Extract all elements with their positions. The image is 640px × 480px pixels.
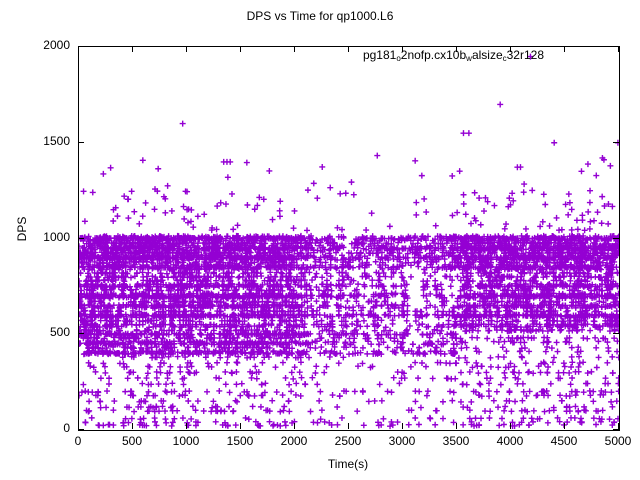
x-axis-tick xyxy=(618,423,619,429)
y-axis-tick-right xyxy=(613,142,619,143)
marker-group xyxy=(79,53,619,430)
x-axis-tick-top xyxy=(456,46,457,52)
y-axis-tick-label: 2000 xyxy=(43,38,70,52)
x-axis-tick-label: 1500 xyxy=(226,434,254,448)
x-axis-tick xyxy=(402,423,403,429)
x-axis-tick xyxy=(240,423,241,429)
y-axis-tick-right xyxy=(613,238,619,239)
x-axis-tick-top xyxy=(186,46,187,52)
y-axis-tick xyxy=(78,238,84,239)
x-axis-tick-top xyxy=(348,46,349,52)
x-axis-tick-label: 5000 xyxy=(604,434,632,448)
x-axis-tick-top xyxy=(402,46,403,52)
x-axis-tick xyxy=(132,423,133,429)
y-axis-label: DPS xyxy=(15,216,29,242)
x-axis-tick-label: 1000 xyxy=(172,434,200,448)
legend-text: pg181 xyxy=(362,48,397,62)
x-axis-tick xyxy=(564,423,565,429)
legend-entry-series-1: pg181o2nofp.cx10bwalsizec32r128 xyxy=(362,48,544,63)
legend-text: 32r128 xyxy=(506,48,544,62)
x-axis-tick-top xyxy=(510,46,511,52)
legend-subscript: o xyxy=(396,54,401,63)
legend-subscript: c xyxy=(502,54,507,63)
x-axis-tick-label: 2000 xyxy=(280,434,308,448)
y-axis-tick xyxy=(78,429,84,430)
x-axis-tick-top xyxy=(78,46,79,52)
y-axis-tick xyxy=(78,46,84,47)
x-axis-tick-top xyxy=(564,46,565,52)
y-axis-tick-right xyxy=(613,429,619,430)
x-axis-tick-label: 4500 xyxy=(550,434,578,448)
y-axis-tick-label: 0 xyxy=(63,421,70,435)
y-axis-tick-label: 1000 xyxy=(43,230,70,244)
legend-text: 2nofp.cx10b xyxy=(400,48,467,62)
legend-text: alsize xyxy=(471,48,503,62)
x-axis-tick xyxy=(294,423,295,429)
x-axis-tick-label: 500 xyxy=(121,434,143,448)
x-axis-tick-top xyxy=(132,46,133,52)
x-axis-tick xyxy=(456,423,457,429)
x-axis-tick-label: 0 xyxy=(74,434,82,448)
x-axis-tick xyxy=(510,423,511,429)
y-axis-tick xyxy=(78,333,84,334)
x-axis-tick-label: 3000 xyxy=(388,434,416,448)
x-axis-tick-label: 3500 xyxy=(442,434,470,448)
x-axis-tick-top xyxy=(294,46,295,52)
x-axis-tick-top xyxy=(240,46,241,52)
page-title: DPS vs Time for qp1000.L6 xyxy=(246,9,394,23)
y-axis-tick-right xyxy=(613,46,619,47)
x-axis-tick xyxy=(348,423,349,429)
plot-area xyxy=(79,47,619,430)
y-axis-tick-right xyxy=(613,333,619,334)
x-axis-tick-top xyxy=(618,46,619,52)
plot-frame xyxy=(78,46,620,431)
y-axis-tick-label: 1500 xyxy=(43,134,70,148)
x-axis-tick xyxy=(78,423,79,429)
legend-subscript: w xyxy=(466,54,472,63)
x-axis-tick-label: 4000 xyxy=(496,434,524,448)
x-axis-tick xyxy=(186,423,187,429)
y-axis-tick xyxy=(78,142,84,143)
x-axis-label: Time(s) xyxy=(327,457,369,471)
y-axis-tick-label: 500 xyxy=(49,325,70,339)
x-axis-tick-label: 2500 xyxy=(334,434,362,448)
scatter-points xyxy=(79,53,619,430)
